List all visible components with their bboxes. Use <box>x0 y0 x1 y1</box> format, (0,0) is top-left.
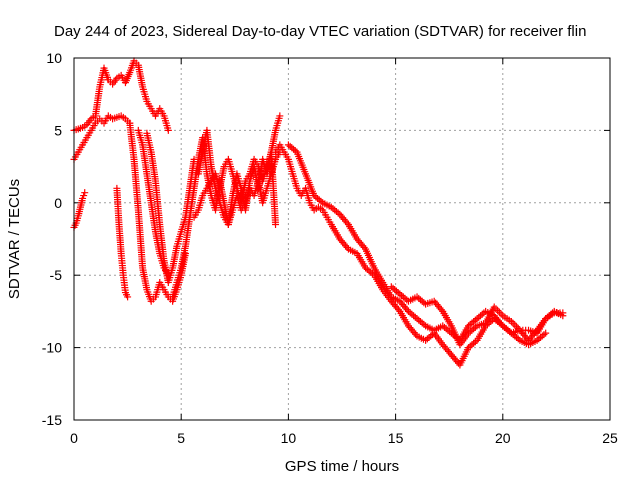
track-marker <box>343 219 351 227</box>
x-axis-label: GPS time / hours <box>285 458 399 475</box>
y-tick-label: 10 <box>46 50 62 66</box>
y-axis-label: SDTVAR / TECUs <box>6 179 23 299</box>
data-point <box>542 329 550 337</box>
y-tick-label: 0 <box>54 195 62 211</box>
x-tick-label: 20 <box>495 430 511 446</box>
series-track-b <box>70 57 172 134</box>
plot-frame <box>73 57 611 421</box>
series-track-c <box>70 112 134 163</box>
track-marker <box>540 331 548 339</box>
track-marker <box>471 338 479 346</box>
track-marker <box>509 319 517 327</box>
x-tick-label: 5 <box>177 430 185 446</box>
data-points <box>70 57 567 369</box>
track-marker <box>495 308 503 316</box>
grid <box>74 58 610 420</box>
track-marker <box>497 310 505 318</box>
y-tick-label: -15 <box>42 412 62 428</box>
data-point <box>124 293 132 301</box>
track-marker <box>360 243 368 251</box>
series-track-f <box>134 126 172 279</box>
x-axis-ticks: 0 5 10 15 20 25 <box>70 58 618 446</box>
chart-title: Day 244 of 2023, Sidereal Day-to-day VTE… <box>54 23 586 40</box>
series-track-d <box>113 184 132 301</box>
track-marker <box>437 306 445 314</box>
series-track-a <box>70 189 89 231</box>
track-marker <box>403 306 411 314</box>
data-point <box>272 221 280 229</box>
track-marker <box>420 320 428 328</box>
track-marker <box>514 335 522 343</box>
track-marker <box>506 328 514 336</box>
x-tick-label: 25 <box>602 430 618 446</box>
track-marker <box>420 299 428 307</box>
x-tick-label: 0 <box>70 430 78 446</box>
data-point <box>276 112 284 120</box>
y-axis-ticks: -15 -10 -5 0 5 10 <box>42 50 610 428</box>
series-track-l <box>284 141 567 344</box>
y-tick-label: -5 <box>50 267 63 283</box>
x-tick-label: 15 <box>388 430 404 446</box>
track-marker <box>317 197 325 205</box>
data-point <box>81 189 89 197</box>
x-tick-label: 10 <box>281 430 297 446</box>
track-marker <box>343 243 351 251</box>
y-tick-label: 5 <box>54 122 62 138</box>
data-point <box>559 312 567 320</box>
track-marker <box>471 323 479 331</box>
series-track-m <box>387 283 567 349</box>
series-track-j <box>190 148 280 229</box>
data-point <box>164 126 172 134</box>
track-marker <box>497 320 505 328</box>
track-marker <box>334 209 342 217</box>
series-track-i <box>194 126 284 229</box>
track-marker <box>412 330 420 338</box>
track-marker <box>291 147 299 155</box>
track-marker <box>494 307 502 315</box>
series-track-k <box>272 141 550 369</box>
y-tick-label: -10 <box>42 340 62 356</box>
track-marker <box>394 306 402 314</box>
